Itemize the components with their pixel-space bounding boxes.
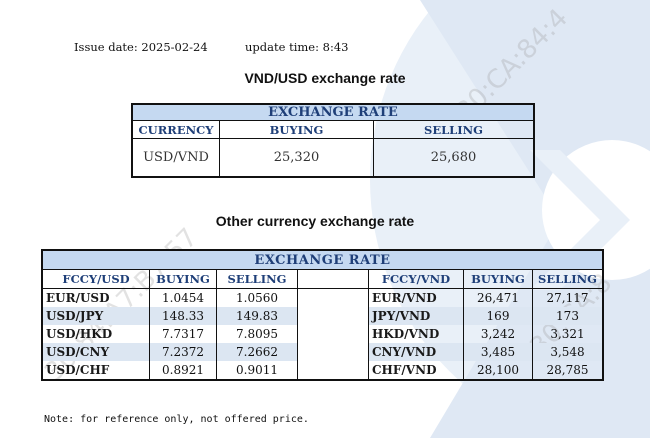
buying-cell: 169 (463, 307, 533, 325)
column-header-fccy-vnd: FCCY/VND (368, 269, 464, 289)
pair-cell: CNY/VND (368, 343, 464, 361)
selling-cell: 28,785 (532, 361, 604, 380)
selling-cell: 25,680 (373, 138, 535, 178)
buying-cell: 25,320 (219, 138, 374, 178)
pair-cell: HKD/VND (368, 325, 464, 343)
selling-cell: 149.83 (216, 307, 298, 325)
buying-cell: 3,485 (463, 343, 533, 361)
table-row: USD/HKD 7.7317 7.8095 HKD/VND 3,242 3,32… (41, 325, 604, 343)
pair-cell: USD/CNY (41, 343, 150, 361)
vnd-usd-table: EXCHANGE RATE CURRENCY BUYING SELLING US… (131, 103, 535, 178)
vnd-usd-title: VND/USD exchange rate (244, 70, 406, 86)
buying-cell: 3,242 (463, 325, 533, 343)
other-currency-title: Other currency exchange rate (215, 213, 415, 229)
spacer-cell (297, 361, 369, 380)
column-header-buying: BUYING (219, 120, 374, 139)
other-currency-table: EXCHANGE RATE FCCY/USD BUYING SELLING FC… (41, 249, 604, 381)
spacer-cell (297, 307, 369, 325)
selling-cell: 27,117 (532, 288, 604, 307)
pair-cell: USD/JPY (41, 307, 150, 325)
update-time-label: update time: (245, 40, 319, 54)
buying-cell: 1.0454 (149, 288, 217, 307)
pair-cell: USD/HKD (41, 325, 150, 343)
table-row: USD/JPY 148.33 149.83 JPY/VND 169 173 (41, 307, 604, 325)
update-time-value: 8:43 (322, 40, 349, 54)
table-row: EUR/USD 1.0454 1.0560 EUR/VND 26,471 27,… (41, 288, 604, 307)
pair-cell: CHF/VND (368, 361, 464, 380)
selling-cell: 3,548 (532, 343, 604, 361)
column-header-fccy-usd: FCCY/USD (41, 269, 150, 289)
selling-cell: 7.8095 (216, 325, 298, 343)
currency-cell: USD/VND (131, 138, 220, 178)
pair-cell: USD/CHF (41, 361, 150, 380)
spacer-cell (297, 343, 369, 361)
selling-cell: 3,321 (532, 325, 604, 343)
selling-cell: 0.9011 (216, 361, 298, 380)
buying-cell: 148.33 (149, 307, 217, 325)
disclaimer-note: Note: for reference only, not offered pr… (44, 414, 309, 425)
buying-cell: 7.7317 (149, 325, 217, 343)
pair-cell: EUR/VND (368, 288, 464, 307)
table-header: EXCHANGE RATE (42, 250, 603, 270)
selling-cell: 7.2662 (216, 343, 298, 361)
selling-cell: 173 (532, 307, 604, 325)
spacer-column (297, 269, 369, 289)
column-header-currency: CURRENCY (131, 120, 220, 139)
buying-cell: 28,100 (463, 361, 533, 380)
buying-cell: 0.8921 (149, 361, 217, 380)
column-header-buying: BUYING (149, 269, 217, 289)
pair-cell: EUR/USD (41, 288, 150, 307)
spacer-cell (297, 288, 369, 307)
pair-cell: JPY/VND (368, 307, 464, 325)
column-header-selling: SELLING (216, 269, 298, 289)
column-header-selling: SELLING (532, 269, 604, 289)
buying-cell: 26,471 (463, 288, 533, 307)
table-row: USD/CHF 0.8921 0.9011 CHF/VND 28,100 28,… (41, 361, 604, 380)
buying-cell: 7.2372 (149, 343, 217, 361)
issue-date-value: 2025-02-24 (141, 40, 208, 54)
column-header-selling: SELLING (373, 120, 535, 139)
issue-date-label: Issue date: (74, 40, 138, 54)
issue-info: Issue date: 2025-02-24 update time: 8:43 (74, 40, 348, 54)
table-row: USD/CNY 7.2372 7.2662 CNY/VND 3,485 3,54… (41, 343, 604, 361)
selling-cell: 1.0560 (216, 288, 298, 307)
table-header: EXCHANGE RATE (132, 104, 534, 121)
spacer-cell (297, 325, 369, 343)
column-header-buying: BUYING (463, 269, 533, 289)
